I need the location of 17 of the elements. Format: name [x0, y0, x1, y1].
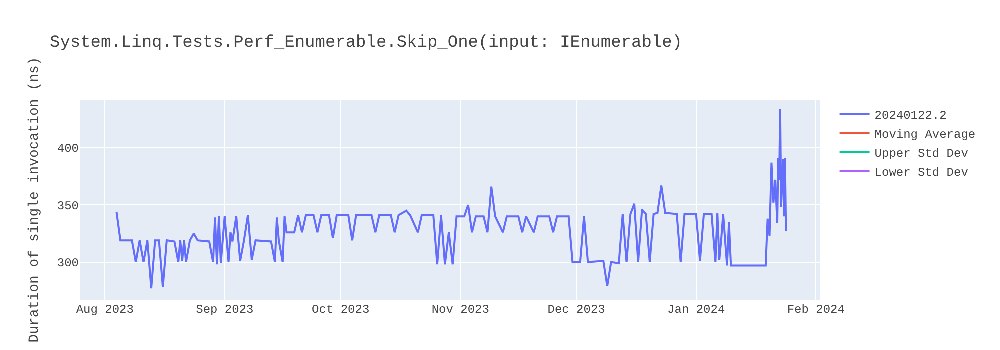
legend-label: Moving Average	[874, 128, 976, 142]
y-axis-title: Duration of single invocation (ns)	[26, 57, 43, 343]
x-tick-label: Dec 2023	[548, 303, 606, 317]
x-tick-label: Oct 2023	[312, 303, 370, 317]
y-tick-label: 350	[57, 199, 79, 214]
legend-label: Upper Std Dev	[874, 147, 968, 162]
x-tick-label: Sep 2023	[196, 303, 254, 317]
legend-label: Lower Std Dev	[874, 166, 968, 180]
y-tick-label: 400	[57, 142, 79, 156]
x-tick-label: Nov 2023	[432, 303, 490, 317]
chart-title: System.Linq.Tests.Perf_Enumerable.Skip_One(input: IEnumerable)	[50, 34, 683, 53]
x-tick-label: Feb 2024	[787, 303, 845, 317]
x-tick-label: Aug 2023	[76, 303, 134, 317]
x-tick-label: Jan 2024	[668, 303, 726, 317]
line-series	[116, 108, 788, 290]
legend-label: 20240122.2	[874, 109, 947, 124]
y-tick-label: 300	[57, 256, 79, 270]
